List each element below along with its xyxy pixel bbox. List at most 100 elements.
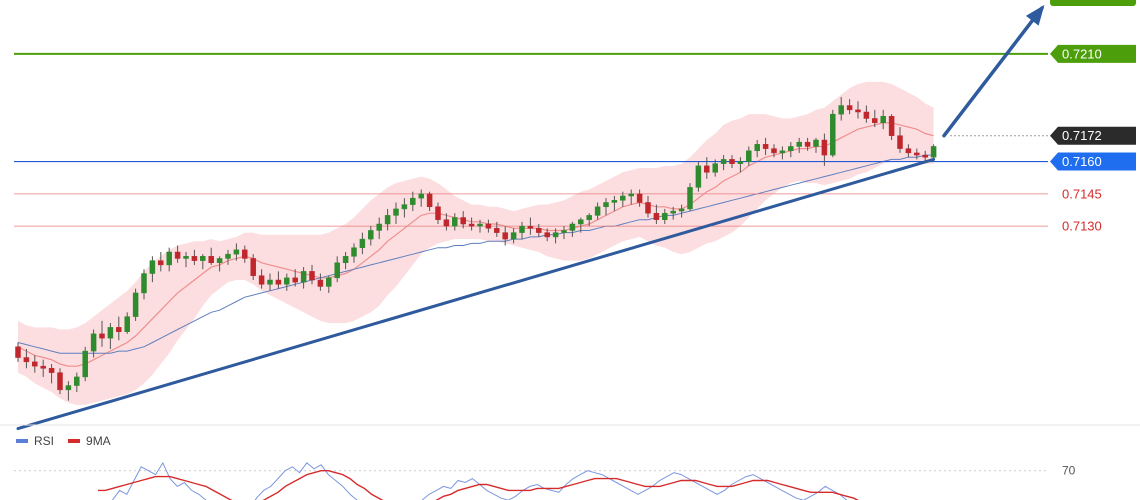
candle [32,355,38,373]
candle-body [309,271,315,281]
candle [678,204,685,218]
ma-slow-line [17,154,934,354]
candle [443,213,450,231]
candle-body [720,159,727,164]
candle [914,148,920,160]
candle-body [544,232,550,238]
candle [452,213,458,231]
candle-body [342,256,349,264]
candle-body [746,150,752,162]
candle [158,252,164,272]
candle [309,264,315,285]
candle [586,213,592,227]
candle [225,249,231,265]
candle [410,191,416,212]
candle-body [502,232,508,240]
candle [216,256,223,272]
candle [838,96,844,121]
candle [527,217,534,235]
candle [695,161,702,192]
candle-body [510,232,517,240]
candle [351,243,357,263]
candle-body [846,105,853,111]
candle [48,364,55,384]
bollinger-band-area [18,81,934,405]
candle [468,217,475,231]
price-tag-label: 0.7210 [1062,46,1102,61]
candle [57,368,63,395]
candle [82,346,88,382]
trendline-group [16,157,936,431]
candle [855,101,861,119]
candle [477,219,483,233]
horizontal-levels [14,52,1048,227]
candle-body [57,372,63,391]
candles [15,96,937,401]
candle [426,191,433,212]
candle [788,142,794,158]
candle-body [485,223,492,229]
candle-body [292,277,298,283]
candle [460,211,466,229]
candle-body [275,279,282,285]
candle-body [90,333,97,352]
candle-body [477,223,483,227]
candle [23,348,30,369]
candle-body [762,144,769,149]
candle [578,217,584,233]
candle-body [662,212,668,220]
candle-body [653,212,660,220]
candle-body [141,273,147,294]
candle-body [250,258,256,276]
candle-body [183,256,189,259]
candle-body [401,204,408,210]
candle [384,208,391,231]
candle [401,198,408,218]
ma-legend-swatch [68,439,81,443]
candle-body [838,105,844,115]
candle-body [174,251,181,259]
candle [771,144,777,158]
candle [737,157,744,173]
candle [670,206,676,220]
candle [418,189,424,207]
candle-body [376,223,382,231]
candle [107,323,114,349]
candle-body [116,327,122,332]
candle-body [435,206,441,220]
rsi-legend-item: RSI [16,434,54,448]
candle [712,159,718,177]
candle-body [636,193,643,203]
price-tag-bg [1050,152,1136,171]
candle-body [74,376,80,386]
candle-body [351,247,357,257]
candle-body [452,217,458,227]
candle-body [410,197,416,205]
candle-body [468,223,475,227]
candle [200,254,206,270]
candle [368,226,374,246]
candle [132,288,139,321]
candle-body [628,193,634,197]
candle-body [132,292,139,317]
candle-body [821,139,828,156]
candle [830,109,836,158]
rsi-line [111,461,848,500]
candle-body [368,230,374,240]
price-tag-4: 0.7130 [1062,219,1102,234]
candle-body [830,113,836,156]
candle [342,252,349,270]
candle-body [561,230,567,233]
candle-body [443,219,450,227]
candle [620,191,626,207]
candle [275,271,282,289]
candle-body [872,118,878,124]
price-tag-2: 0.7160 [1050,152,1136,171]
candle [821,133,828,166]
candle-body [754,144,760,152]
candle-body [65,385,72,391]
rsi-legend-swatch [16,439,28,443]
candle [662,208,668,224]
candle-body [704,165,710,173]
